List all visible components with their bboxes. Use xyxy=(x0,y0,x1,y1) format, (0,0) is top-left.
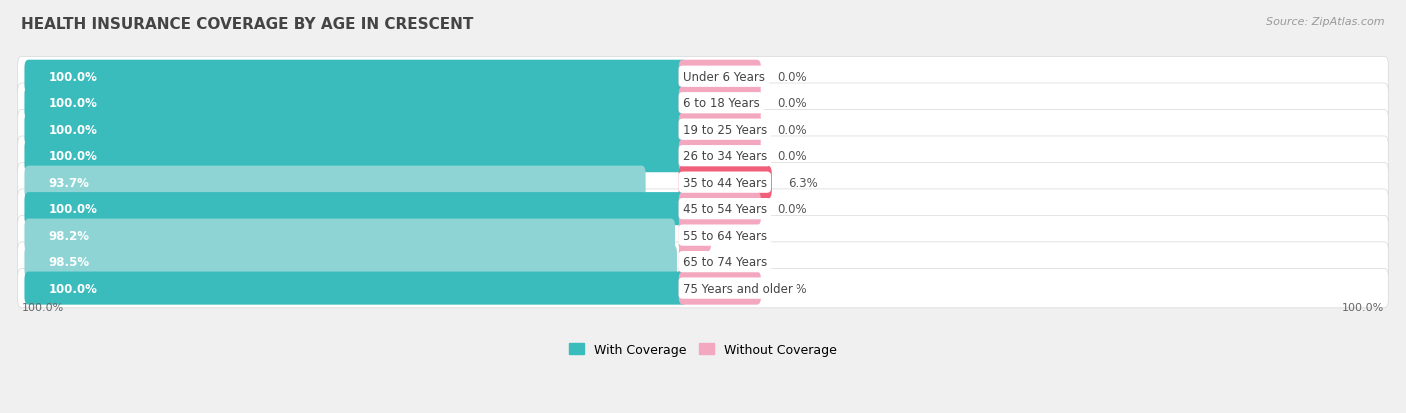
FancyBboxPatch shape xyxy=(24,192,686,225)
Text: 35 to 44 Years: 35 to 44 Years xyxy=(683,176,766,189)
Legend: With Coverage, Without Coverage: With Coverage, Without Coverage xyxy=(564,338,842,361)
Text: 65 to 74 Years: 65 to 74 Years xyxy=(683,256,768,268)
Text: 75 Years and older: 75 Years and older xyxy=(683,282,793,295)
Text: HEALTH INSURANCE COVERAGE BY AGE IN CRESCENT: HEALTH INSURANCE COVERAGE BY AGE IN CRES… xyxy=(21,17,474,31)
FancyBboxPatch shape xyxy=(18,190,1388,229)
FancyBboxPatch shape xyxy=(18,242,1388,282)
Text: 0.0%: 0.0% xyxy=(778,150,807,163)
FancyBboxPatch shape xyxy=(679,166,772,199)
Text: 0.0%: 0.0% xyxy=(778,97,807,110)
Text: 100.0%: 100.0% xyxy=(49,203,97,216)
FancyBboxPatch shape xyxy=(679,245,707,278)
Text: 6 to 18 Years: 6 to 18 Years xyxy=(683,97,759,110)
Text: 100.0%: 100.0% xyxy=(49,123,97,136)
FancyBboxPatch shape xyxy=(24,166,645,199)
Text: 45 to 54 Years: 45 to 54 Years xyxy=(683,203,766,216)
Text: 26 to 34 Years: 26 to 34 Years xyxy=(683,150,768,163)
Text: 0.0%: 0.0% xyxy=(778,123,807,136)
FancyBboxPatch shape xyxy=(18,84,1388,123)
FancyBboxPatch shape xyxy=(24,272,686,305)
Text: 1.5%: 1.5% xyxy=(723,256,754,268)
Text: 0.0%: 0.0% xyxy=(778,282,807,295)
Text: 0.0%: 0.0% xyxy=(778,71,807,83)
Text: 0.0%: 0.0% xyxy=(778,203,807,216)
FancyBboxPatch shape xyxy=(24,114,686,146)
FancyBboxPatch shape xyxy=(18,110,1388,150)
FancyBboxPatch shape xyxy=(24,140,686,173)
FancyBboxPatch shape xyxy=(679,61,761,94)
Text: 98.2%: 98.2% xyxy=(49,229,90,242)
FancyBboxPatch shape xyxy=(679,140,761,173)
Text: 1.8%: 1.8% xyxy=(727,229,756,242)
Text: 100.0%: 100.0% xyxy=(49,97,97,110)
Text: 100.0%: 100.0% xyxy=(49,150,97,163)
FancyBboxPatch shape xyxy=(18,269,1388,308)
Text: 100.0%: 100.0% xyxy=(1341,302,1385,312)
FancyBboxPatch shape xyxy=(679,272,761,305)
FancyBboxPatch shape xyxy=(24,219,675,252)
Text: 19 to 25 Years: 19 to 25 Years xyxy=(683,123,768,136)
FancyBboxPatch shape xyxy=(24,87,686,120)
FancyBboxPatch shape xyxy=(679,87,761,120)
Text: 100.0%: 100.0% xyxy=(21,302,65,312)
FancyBboxPatch shape xyxy=(18,57,1388,97)
Text: 6.3%: 6.3% xyxy=(787,176,818,189)
Text: Source: ZipAtlas.com: Source: ZipAtlas.com xyxy=(1267,17,1385,26)
FancyBboxPatch shape xyxy=(18,163,1388,202)
FancyBboxPatch shape xyxy=(24,61,686,94)
Text: 98.5%: 98.5% xyxy=(49,256,90,268)
Text: Under 6 Years: Under 6 Years xyxy=(683,71,765,83)
Text: 93.7%: 93.7% xyxy=(49,176,90,189)
FancyBboxPatch shape xyxy=(679,219,711,252)
FancyBboxPatch shape xyxy=(18,137,1388,176)
Text: 100.0%: 100.0% xyxy=(49,71,97,83)
FancyBboxPatch shape xyxy=(18,216,1388,255)
Text: 100.0%: 100.0% xyxy=(49,282,97,295)
FancyBboxPatch shape xyxy=(24,245,678,278)
FancyBboxPatch shape xyxy=(679,114,761,146)
FancyBboxPatch shape xyxy=(679,192,761,225)
Text: 55 to 64 Years: 55 to 64 Years xyxy=(683,229,766,242)
